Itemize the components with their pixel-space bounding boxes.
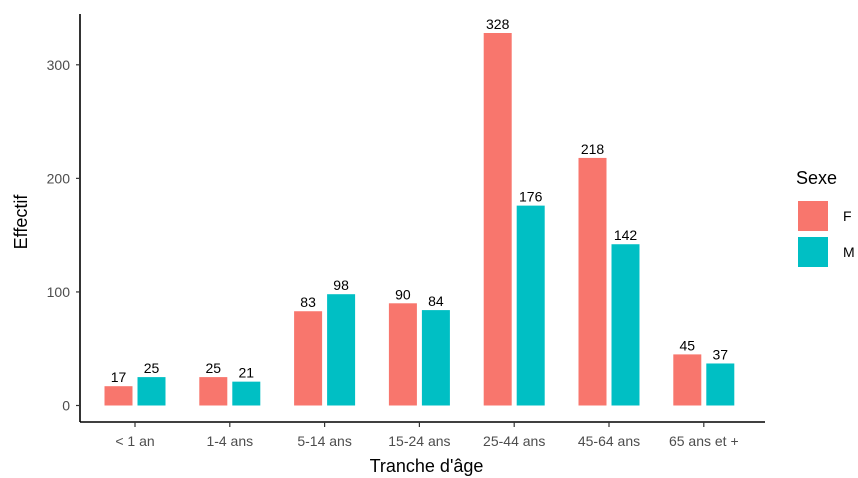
x-tick-label: 5-14 ans — [297, 433, 351, 449]
bar-m — [137, 377, 166, 406]
x-tick-label: < 1 an — [115, 433, 154, 449]
y-tick-label: 0 — [62, 398, 70, 414]
bar-f — [673, 354, 702, 406]
data-label-m: 21 — [239, 365, 255, 381]
y-tick-label: 300 — [47, 57, 71, 73]
bar-f — [294, 311, 323, 406]
data-label-m: 142 — [614, 227, 638, 243]
x-axis-ticks: < 1 an 1-4 ans 5-14 ans 15-24 ans 25-44 ans 4… — [115, 422, 739, 449]
x-tick-label: 65 ans et + — [669, 433, 739, 449]
data-label-m: 176 — [519, 189, 543, 205]
bar-m — [421, 310, 450, 406]
x-tick-label: 45-64 ans — [578, 433, 640, 449]
bar-m — [327, 294, 356, 406]
bar-m — [611, 244, 640, 406]
legend-label-m: M — [843, 244, 855, 260]
data-label-f: 25 — [206, 360, 222, 376]
data-labels-layer: 17 25 25 21 83 98 90 84 328 176 218 142 45 37 — [111, 16, 729, 385]
data-label-f: 45 — [680, 337, 696, 353]
data-label-f: 17 — [111, 369, 127, 385]
bar-m — [516, 205, 545, 406]
data-label-m: 37 — [713, 346, 729, 362]
x-tick-label: 1-4 ans — [206, 433, 253, 449]
bar-f — [578, 157, 607, 406]
y-tick-label: 200 — [47, 170, 71, 186]
x-tick-label: 25-44 ans — [483, 433, 545, 449]
data-label-m: 84 — [428, 293, 444, 309]
y-axis-title: Effectif — [11, 194, 31, 250]
bar-f — [199, 377, 228, 406]
legend-label-f: F — [843, 208, 852, 224]
bar-m — [232, 381, 261, 406]
bar-f — [104, 386, 133, 406]
data-label-m: 98 — [333, 277, 349, 293]
legend: Sexe F M — [796, 168, 855, 267]
x-tick-label: 15-24 ans — [388, 433, 450, 449]
bar-m — [706, 363, 735, 406]
data-label-f: 218 — [581, 141, 605, 157]
x-axis-title: Tranche d'âge — [370, 456, 484, 476]
data-label-f: 328 — [486, 16, 510, 32]
data-label-f: 83 — [300, 294, 316, 310]
legend-title: Sexe — [796, 168, 837, 188]
legend-key-m — [798, 237, 828, 267]
data-label-f: 90 — [395, 286, 411, 302]
y-axis-ticks: 0 100 200 300 — [47, 57, 80, 414]
data-label-m: 25 — [144, 360, 160, 376]
bar-f — [388, 303, 417, 406]
y-tick-label: 100 — [47, 284, 71, 300]
legend-key-f — [798, 201, 828, 231]
bars-layer — [104, 33, 735, 406]
bar-f — [483, 33, 512, 406]
